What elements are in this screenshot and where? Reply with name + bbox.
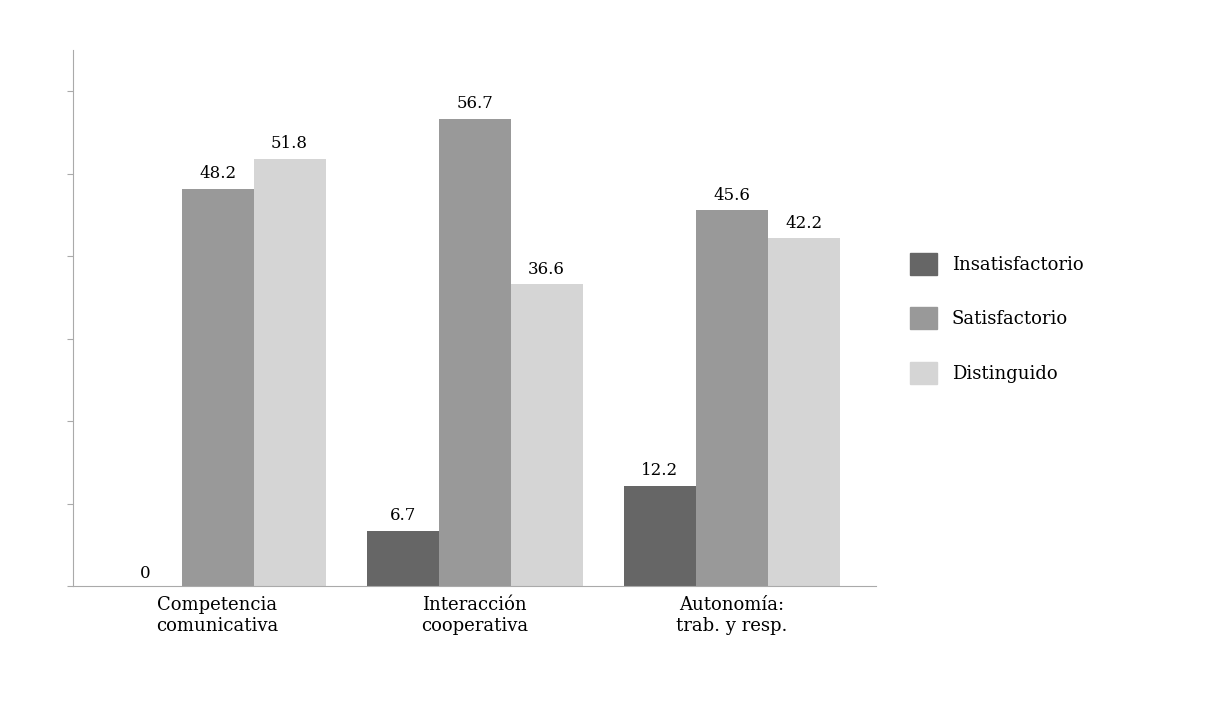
Bar bbox=[253, 159, 325, 586]
Bar bbox=[696, 210, 768, 586]
Text: 36.6: 36.6 bbox=[528, 261, 565, 277]
Bar bbox=[624, 485, 696, 586]
Text: 45.6: 45.6 bbox=[713, 187, 750, 204]
Bar bbox=[768, 238, 840, 586]
Text: 51.8: 51.8 bbox=[271, 135, 308, 152]
Bar bbox=[181, 189, 253, 586]
Text: 0: 0 bbox=[140, 565, 151, 582]
Text: 12.2: 12.2 bbox=[641, 462, 678, 479]
Text: 56.7: 56.7 bbox=[456, 95, 493, 112]
Bar bbox=[438, 119, 511, 586]
Text: 42.2: 42.2 bbox=[785, 214, 823, 232]
Legend: Insatisfactorio, Satisfactorio, Distinguido: Insatisfactorio, Satisfactorio, Distingu… bbox=[902, 244, 1093, 393]
Bar bbox=[366, 531, 438, 586]
Bar bbox=[511, 285, 583, 586]
Text: 48.2: 48.2 bbox=[198, 165, 236, 182]
Text: 6.7: 6.7 bbox=[389, 508, 416, 524]
